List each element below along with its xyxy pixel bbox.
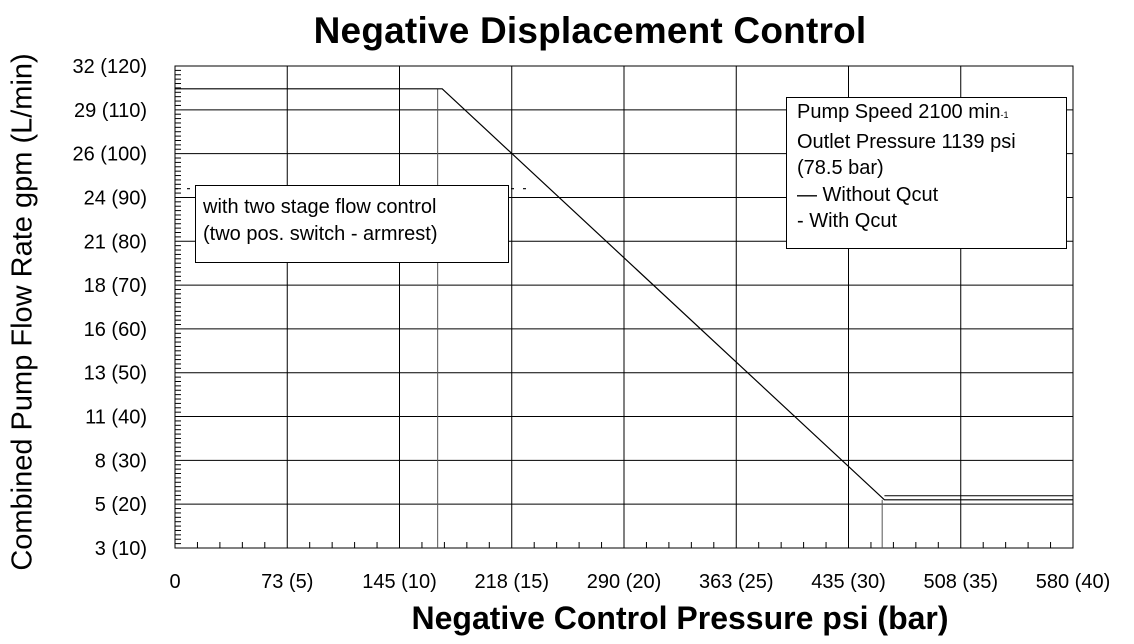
x-tick-label: 580 (40) bbox=[1036, 571, 1111, 593]
x-tick-label: 363 (25) bbox=[699, 571, 774, 593]
annotation-box: with two stage flow control (two pos. sw… bbox=[195, 185, 509, 263]
y-tick-label: 26 (100) bbox=[73, 144, 148, 166]
x-axis-label: Negative Control Pressure psi (bar) bbox=[411, 600, 949, 636]
x-tick-label: 290 (20) bbox=[587, 571, 662, 593]
y-tick-label: 18 (70) bbox=[84, 275, 147, 297]
legend-entry-without-qcut: — Without Qcut bbox=[797, 183, 939, 206]
legend-pump-speed-unit-exponent: -1 bbox=[1000, 110, 1009, 120]
legend-outlet-pressure: Outlet Pressure 1139 psi bbox=[797, 130, 1016, 153]
series-line-without-qcut bbox=[175, 88, 1073, 501]
y-tick-label: 29 (110) bbox=[74, 100, 147, 122]
y-tick-label: 16 (60) bbox=[84, 319, 147, 341]
y-tick-label: 5 (20) bbox=[95, 494, 147, 516]
x-tick-label: 0 bbox=[169, 571, 180, 593]
legend-pump-speed-text: Pump Speed 2100 min bbox=[797, 101, 1001, 123]
x-tick-label: 508 (35) bbox=[924, 571, 999, 593]
y-tick-label: 21 (80) bbox=[84, 231, 147, 253]
y-tick-label: 8 (30) bbox=[95, 450, 147, 472]
x-tick-label: 145 (10) bbox=[362, 571, 437, 593]
chart-title: Negative Displacement Control bbox=[313, 10, 867, 51]
y-tick-label: 13 (50) bbox=[84, 363, 147, 385]
x-tick-label: 218 (15) bbox=[475, 571, 550, 593]
legend-entry-with-qcut: - With Qcut bbox=[797, 210, 898, 232]
legend-pump-speed: Pump Speed 2100 min-1 bbox=[797, 99, 1066, 129]
y-tick-label: 24 (90) bbox=[84, 187, 147, 209]
y-tick-label: 3 (10) bbox=[95, 538, 147, 560]
legend-box: Pump Speed 2100 min-1 Outlet Pressure 11… bbox=[786, 97, 1067, 249]
x-tick-label: 435 (30) bbox=[811, 571, 886, 593]
annotation-line-2: (two pos. switch - armrest) bbox=[203, 223, 438, 245]
legend-outlet-pressure-bar: (78.5 bar) bbox=[797, 157, 884, 179]
y-tick-label: 32 (120) bbox=[73, 56, 148, 78]
annotation-line-1: with two stage flow control bbox=[203, 196, 437, 218]
x-tick-label: 73 (5) bbox=[261, 571, 313, 593]
y-tick-label: 11 (40) bbox=[85, 407, 147, 429]
